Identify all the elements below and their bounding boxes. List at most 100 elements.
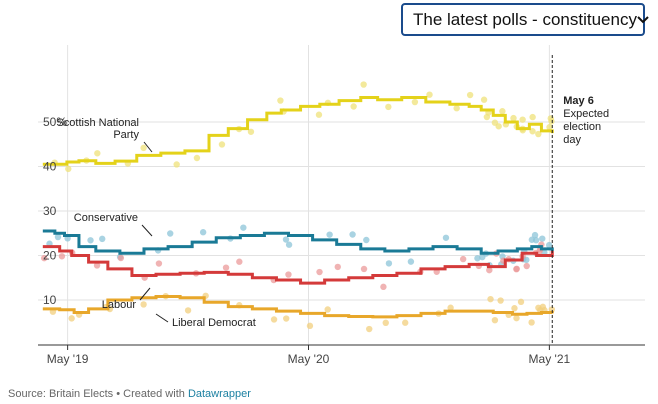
poll-dot-libdem bbox=[539, 303, 547, 311]
poll-dot-conservative bbox=[87, 237, 94, 244]
poll-dot-libdem bbox=[283, 315, 290, 322]
poll-dot-conservative bbox=[99, 235, 106, 243]
poll-dot-snp bbox=[140, 144, 147, 152]
poll-dot-libdem bbox=[487, 295, 494, 303]
poll-dot-libdem bbox=[447, 304, 454, 311]
y-tick-label: 20 bbox=[43, 249, 57, 263]
poll-dot-labour bbox=[155, 260, 163, 267]
series-line-labour bbox=[42, 245, 554, 285]
poll-dot-snp bbox=[173, 161, 180, 168]
poll-dot-snp bbox=[495, 123, 502, 130]
poll-dot-labour bbox=[41, 254, 48, 262]
x-tick-label: May '20 bbox=[288, 352, 330, 366]
label-libdem: Liberal Democrat bbox=[172, 317, 256, 329]
poll-dot-conservative bbox=[531, 231, 539, 239]
poll-dot-libdem bbox=[511, 305, 518, 312]
series-line-snp bbox=[42, 96, 554, 166]
poll-dot-snp bbox=[385, 103, 392, 111]
poll-dot-snp bbox=[218, 141, 226, 148]
poll-dot-snp bbox=[453, 105, 460, 112]
poll-dot-labour bbox=[459, 255, 467, 263]
poll-dot-snp bbox=[466, 91, 474, 99]
poll-dot-libdem bbox=[306, 322, 314, 330]
poll-dot-conservative bbox=[363, 236, 370, 244]
election-annotation-line: day bbox=[563, 134, 581, 146]
label-labour: Labour bbox=[102, 299, 137, 311]
poll-dot-labour bbox=[513, 265, 520, 272]
poll-dot-conservative bbox=[167, 230, 174, 237]
poll-dot-snp bbox=[315, 111, 323, 118]
poll-dot-conservative bbox=[474, 255, 481, 262]
source-text: Source: Britain Elects • Created with bbox=[8, 388, 188, 400]
x-tick-label: May '21 bbox=[529, 352, 571, 366]
poll-dot-labour bbox=[117, 254, 125, 262]
poll-dot-libdem bbox=[184, 307, 192, 314]
y-tick-label: 40 bbox=[43, 160, 57, 174]
poll-dot-libdem bbox=[528, 319, 535, 326]
election-annotation-line: Expected bbox=[563, 108, 609, 120]
poll-dot-snp bbox=[65, 165, 72, 173]
poll-dot-labour bbox=[222, 264, 230, 271]
poll-dot-conservative bbox=[479, 253, 486, 261]
poll-type-dropdown[interactable]: The latest polls - constituency bbox=[401, 3, 649, 36]
poll-dot-snp bbox=[277, 97, 284, 104]
poll-dot-conservative bbox=[285, 241, 293, 248]
poll-dot-snp bbox=[535, 130, 542, 138]
poll-dot-snp bbox=[411, 98, 419, 106]
label-snp: Scottish National bbox=[56, 117, 139, 129]
dropdown-selected-label: The latest polls - constituency bbox=[413, 9, 637, 29]
poll-dot-conservative bbox=[326, 231, 333, 238]
poll-dot-snp bbox=[480, 96, 488, 103]
poll-dot-libdem bbox=[491, 316, 499, 324]
poll-dot-libdem bbox=[270, 316, 278, 323]
poll-dot-libdem bbox=[68, 315, 75, 322]
poll-dot-labour bbox=[334, 263, 341, 271]
leader-line-conservative bbox=[141, 224, 153, 237]
series-line-libdem bbox=[42, 294, 554, 319]
election-annotation-line: election bbox=[563, 121, 601, 133]
leader-line-snp bbox=[143, 141, 153, 153]
label-conservative: Conservative bbox=[74, 212, 138, 224]
poll-dot-labour bbox=[523, 262, 530, 270]
poll-dot-libdem bbox=[366, 325, 373, 333]
poll-dot-conservative bbox=[442, 234, 450, 241]
chevron-down-icon bbox=[637, 13, 649, 27]
poll-dot-libdem bbox=[513, 314, 520, 322]
poll-dot-conservative bbox=[407, 258, 415, 265]
poll-dot-conservative bbox=[282, 236, 290, 243]
poll-dot-conservative bbox=[240, 224, 247, 231]
poll-dot-libdem bbox=[497, 297, 504, 304]
poll-dot-conservative bbox=[539, 235, 546, 242]
poll-dot-snp bbox=[247, 128, 255, 135]
footer: Source: Britain Elects • Created with Da… bbox=[8, 388, 251, 400]
y-tick-label: 30 bbox=[43, 204, 57, 218]
poll-dot-labour bbox=[380, 283, 387, 291]
poll-dot-libdem bbox=[517, 298, 525, 306]
poll-dot-labour bbox=[486, 266, 493, 274]
poll-dot-labour bbox=[58, 253, 66, 260]
poll-dot-conservative bbox=[545, 241, 553, 249]
poll-dot-labour bbox=[316, 268, 323, 276]
y-tick-label: 10 bbox=[43, 293, 57, 307]
election-annotation-line: May 6 bbox=[563, 95, 594, 107]
poll-dot-snp bbox=[529, 113, 536, 121]
poll-dot-conservative bbox=[385, 260, 393, 267]
poll-dot-libdem bbox=[140, 301, 147, 308]
leader-line-labour bbox=[139, 287, 151, 301]
poll-dot-labour bbox=[360, 265, 368, 273]
poll-dot-snp bbox=[548, 118, 555, 125]
poll-dot-conservative bbox=[349, 231, 356, 238]
poll-dot-snp bbox=[426, 91, 433, 98]
poll-dot-libdem bbox=[382, 319, 389, 327]
poll-dot-libdem bbox=[324, 306, 331, 313]
poll-dot-snp bbox=[193, 154, 201, 162]
y-tick-label: 50% bbox=[43, 115, 67, 129]
datawrapper-link[interactable]: Datawrapper bbox=[187, 388, 251, 400]
label-snp: Party bbox=[113, 129, 139, 141]
poll-dot-snp bbox=[510, 114, 517, 122]
leader-line-libdem bbox=[155, 313, 169, 323]
poll-dot-snp bbox=[350, 103, 357, 110]
poll-dot-conservative bbox=[199, 229, 207, 236]
x-tick-label: May '19 bbox=[47, 352, 89, 366]
